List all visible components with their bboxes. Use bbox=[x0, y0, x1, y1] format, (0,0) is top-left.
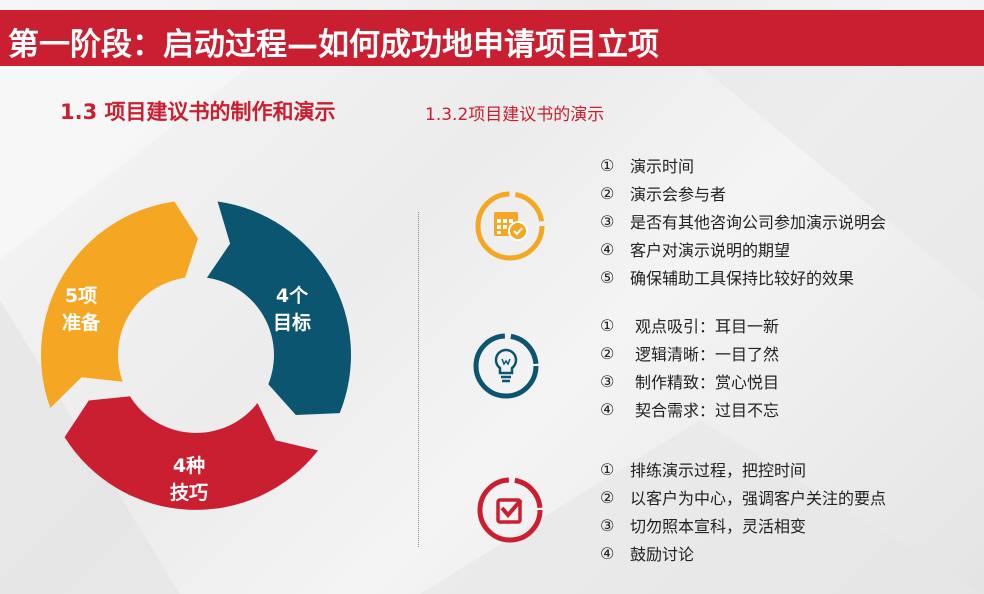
segment-label-line: 5项 bbox=[64, 285, 98, 307]
item-number: ④ bbox=[600, 543, 615, 563]
segment-goals bbox=[206, 201, 352, 415]
item-number: ③ bbox=[600, 211, 615, 231]
item-text: 逻辑清晰：一目了然 bbox=[635, 345, 780, 364]
cycle-diagram bbox=[40, 201, 352, 510]
calendar-clock-icon bbox=[475, 191, 545, 261]
list-item: ① 排练演示过程，把控时间 bbox=[600, 455, 886, 483]
page-title: 第一阶段：启动过程—如何成功地申请项目立项 bbox=[8, 27, 659, 63]
segment-label-preparation: 5项准备 bbox=[62, 283, 100, 337]
item-text: 演示会参与者 bbox=[630, 185, 727, 204]
list-item: ② 演示会参与者 bbox=[600, 179, 886, 207]
list-item: ③ 是否有其他咨询公司参加演示说明会 bbox=[600, 207, 886, 235]
item-number: ⑤ bbox=[600, 267, 615, 287]
list-item: ③ 切勿照本宣科，灵活相变 bbox=[600, 511, 886, 539]
item-number: ④ bbox=[600, 239, 615, 259]
item-text: 观点吸引：耳目一新 bbox=[635, 317, 780, 336]
item-text: 排练演示过程，把控时间 bbox=[630, 461, 807, 480]
list-item: ④ 客户对演示说明的期望 bbox=[600, 235, 886, 263]
dotted-divider bbox=[418, 212, 419, 547]
section-title: 1.3 项目建议书的制作和演示 bbox=[60, 100, 336, 124]
list-item: ④ 契合需求：过目不忘 bbox=[600, 395, 779, 423]
item-text: 契合需求：过目不忘 bbox=[635, 401, 780, 420]
segment-label-line: 4个 bbox=[275, 285, 309, 307]
list-item: ③ 制作精致：赏心悦目 bbox=[600, 367, 779, 395]
item-number: ③ bbox=[600, 371, 615, 391]
item-text: 确保辅助工具保持比较好的效果 bbox=[630, 269, 855, 288]
presentation-prep-list: ① 演示时间 ② 演示会参与者 ③ 是否有其他咨询公司参加演示说明会 ④ 客户对演示说明… bbox=[600, 151, 886, 291]
item-text: 鼓励讨论 bbox=[630, 545, 695, 564]
item-number: ② bbox=[600, 343, 615, 363]
segment-label-skills: 4种技巧 bbox=[170, 453, 208, 507]
list-item: ⑤ 确保辅助工具保持比较好的效果 bbox=[600, 263, 886, 291]
list-item: ① 演示时间 bbox=[600, 151, 886, 179]
item-text: 演示时间 bbox=[630, 157, 695, 176]
list-item: ② 逻辑清晰：一目了然 bbox=[600, 339, 779, 367]
segment-label-line: 4种 bbox=[172, 455, 206, 477]
segment-preparation bbox=[40, 201, 198, 408]
list-item: ④ 鼓励讨论 bbox=[600, 539, 886, 567]
segment-label-line: 准备 bbox=[62, 312, 101, 334]
segment-label-line: 目标 bbox=[273, 312, 312, 334]
title-bar: 第一阶段：启动过程—如何成功地申请项目立项 bbox=[0, 10, 984, 66]
list-item: ① 观点吸引：耳目一新 bbox=[600, 311, 779, 339]
segment-label-line: 技巧 bbox=[170, 482, 209, 504]
segment-label-goals: 4个目标 bbox=[273, 283, 311, 337]
item-text: 客户对演示说明的期望 bbox=[630, 241, 791, 260]
item-number: ① bbox=[600, 155, 615, 175]
item-number: ④ bbox=[600, 399, 615, 419]
item-text: 制作精致：赏心悦目 bbox=[635, 373, 780, 392]
section-subtitle: 1.3.2项目建议书的演示 bbox=[425, 105, 605, 125]
item-number: ③ bbox=[600, 515, 615, 535]
item-text: 切勿照本宣科，灵活相变 bbox=[630, 517, 807, 536]
lightbulb-icon bbox=[473, 333, 539, 399]
item-number: ① bbox=[600, 459, 615, 479]
item-text: 以客户为中心，强调客户关注的要点 bbox=[630, 489, 887, 508]
item-number: ② bbox=[600, 183, 615, 203]
item-number: ② bbox=[600, 487, 615, 507]
item-text: 是否有其他咨询公司参加演示说明会 bbox=[630, 213, 887, 232]
segment-skills bbox=[64, 396, 319, 510]
item-number: ① bbox=[600, 315, 615, 335]
presentation-skills-list: ① 排练演示过程，把控时间 ② 以客户为中心，强调客户关注的要点 ③ 切勿照本宣科，灵… bbox=[600, 455, 886, 567]
checkbox-icon bbox=[477, 477, 543, 543]
list-item: ② 以客户为中心，强调客户关注的要点 bbox=[600, 483, 886, 511]
presentation-goals-list: ① 观点吸引：耳目一新 ② 逻辑清晰：一目了然 ③ 制作精致：赏心悦目 ④ 契合需求：过… bbox=[600, 311, 779, 423]
